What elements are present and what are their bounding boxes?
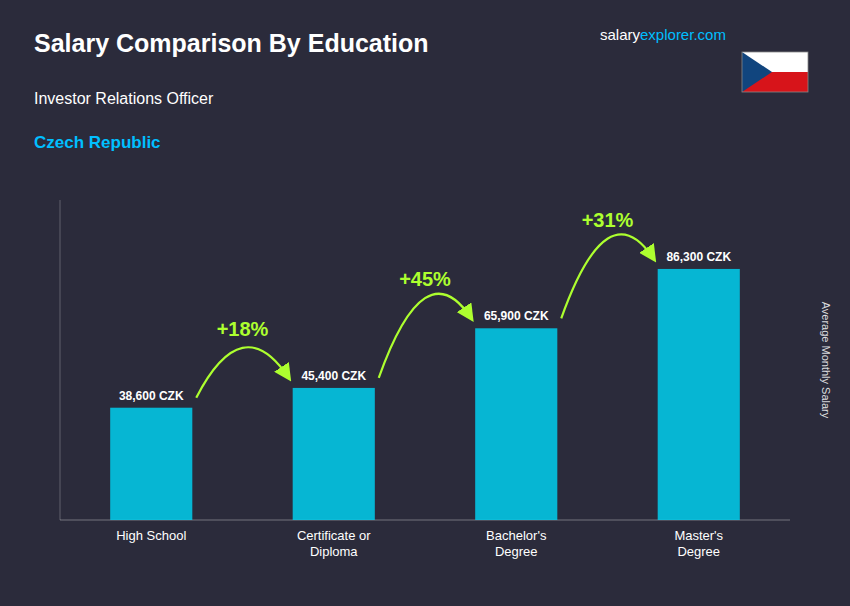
watermark-part: explorer.com (640, 26, 726, 43)
annotation: +31% (582, 209, 634, 231)
bar (110, 408, 192, 520)
arrow (561, 234, 654, 318)
bar (658, 269, 740, 520)
data-label: 86,300 CZK (666, 250, 731, 264)
bar (475, 328, 557, 520)
flag-border (742, 52, 808, 92)
subtitle: Investor Relations Officer (34, 90, 214, 107)
y-axis-line (60, 200, 61, 520)
chart: Salary Comparison By Education Investor R… (0, 0, 850, 606)
x-tick-label: High School (116, 528, 186, 543)
watermark-part: salary (600, 26, 641, 43)
flag (742, 52, 808, 92)
country: Czech Republic (34, 133, 161, 152)
flag-blue (742, 52, 772, 92)
x-tick-label: Bachelor'sDegree (486, 528, 547, 559)
title: Salary Comparison By Education (34, 29, 429, 57)
arrow (379, 294, 472, 378)
annotation: +18% (217, 318, 269, 340)
watermark: salaryexplorer.com (600, 26, 726, 43)
background (0, 0, 850, 606)
data-label: 45,400 CZK (301, 369, 366, 383)
annotation: +45% (399, 268, 451, 290)
arrow (196, 347, 289, 397)
data-label: 65,900 CZK (484, 309, 549, 323)
x-tick-label: Master'sDegree (674, 528, 723, 559)
bar (293, 388, 375, 520)
y-axis-label: Average Monthly Salary (820, 302, 832, 419)
bars (110, 269, 740, 520)
x-tick-label: Certificate orDiploma (297, 528, 371, 559)
data-label: 38,600 CZK (119, 389, 184, 403)
